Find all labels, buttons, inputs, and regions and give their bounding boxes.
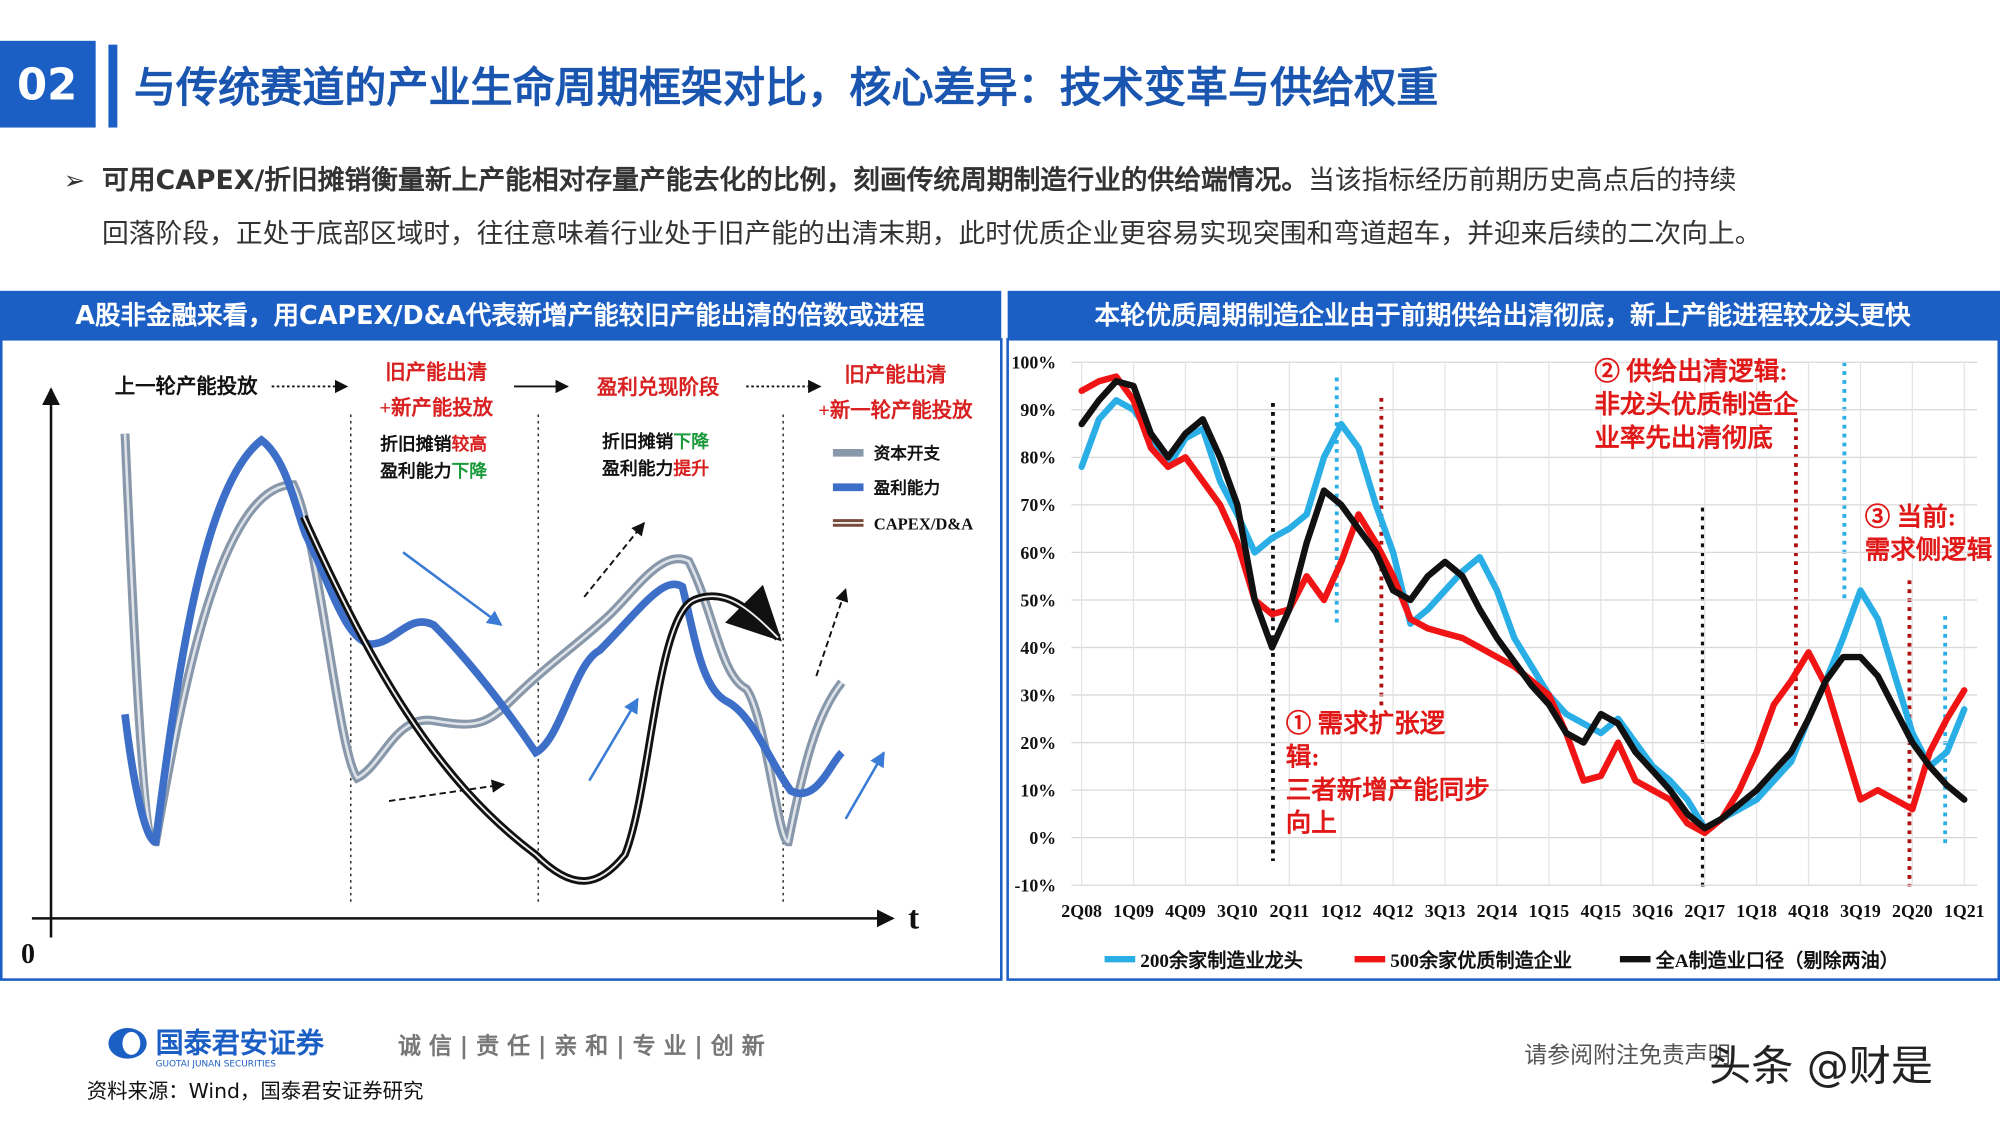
x-tick-label: 2Q20: [1892, 901, 1933, 921]
bullet-line: 可用CAPEX/折旧摊销衡量新上产能相对存量产能去化的比例，刻画传统周期制造行业…: [102, 164, 1736, 196]
right-chart: -10% 0% 10% 20% 30% 40% 50% 60% 70% 80% 90% 100% 2Q0…: [1012, 353, 1993, 972]
note: 折旧摊销较高: [380, 433, 487, 454]
source: 资料来源：Wind，国泰君安证券研究: [87, 1079, 424, 1103]
x-tick-label: 3Q19: [1840, 901, 1881, 921]
y-tick-label: 80%: [1020, 448, 1056, 468]
stage-label: 盈利兑现阶段: [596, 375, 720, 399]
disclaimer: 请参阅附注免责声明: [1524, 1043, 1730, 1069]
x-tick-label: 1Q21: [1944, 901, 1985, 921]
stage-label: 上一轮产能投放: [115, 374, 258, 398]
x-tick-label: 1Q09: [1113, 901, 1154, 921]
panel-header: [0, 290, 1002, 340]
y-tick-label: 30%: [1020, 685, 1056, 705]
note-text: 下降: [673, 431, 709, 452]
note: 盈利能力下降: [379, 460, 487, 481]
legend-label: 200余家制造业龙头: [1140, 949, 1303, 972]
y-tick-label: 0%: [1029, 828, 1056, 848]
y-tick-label: 90%: [1020, 400, 1056, 420]
annotation: ③ 当前:: [1865, 503, 1956, 532]
x-tick-label: 4Q12: [1373, 901, 1414, 921]
note-text: 提升: [673, 458, 709, 478]
y-tick-label: 50%: [1020, 590, 1056, 610]
x-tick-label: 3Q13: [1425, 901, 1466, 921]
y-tick-label: 60%: [1020, 543, 1056, 563]
axis-origin: 0: [21, 939, 35, 970]
stage-label: 旧产能出清: [844, 362, 946, 386]
y-tick-label: 10%: [1020, 780, 1056, 800]
note: 折旧摊销下降: [602, 431, 709, 452]
company-name-en: GUOTAI JUNAN SECURITIES: [156, 1059, 277, 1069]
annotation: 非龙头优质制造企: [1594, 390, 1799, 419]
x-tick-label: 2Q14: [1477, 901, 1518, 921]
x-tick-label: 4Q15: [1581, 901, 1622, 921]
panel-title: A股非金融来看，用CAPEX/D&A代表新增产能较旧产能出清的倍数或进程: [75, 301, 924, 331]
section-number: 02: [17, 60, 77, 110]
series-line: [1078, 378, 1968, 832]
note-text: 盈利能力: [601, 457, 673, 478]
bullet-line: 回落阶段，正处于底部区域时，往往意味着行业处于旧产能的出清末期，此时优质企业更容…: [102, 218, 1761, 249]
y-tick-label: 40%: [1020, 638, 1056, 658]
logo-icon: [122, 1031, 141, 1055]
y-tick-label: 20%: [1020, 733, 1056, 753]
legend-label: 500余家优质制造企业: [1390, 949, 1572, 972]
y-tick-label: 100%: [1012, 353, 1057, 373]
annotation: 业率先出清彻底: [1594, 423, 1773, 452]
note: 盈利能力提升: [601, 457, 709, 478]
x-tick-label: 2Q08: [1061, 901, 1102, 921]
x-tick-label: 4Q18: [1788, 901, 1829, 921]
bullet-bold: 可用CAPEX/折旧摊销衡量新上产能相对存量产能去化的比例，刻画传统周期制造行业…: [102, 164, 1308, 196]
bullet-mark: ➢: [64, 166, 85, 196]
series-line: [1078, 397, 1968, 832]
x-tick-label: 4Q09: [1165, 901, 1206, 921]
bullet-text: 当该指标经历前期历史高点后的持续: [1308, 165, 1736, 196]
annotation: 辑:: [1286, 742, 1320, 771]
annotation: 向上: [1286, 809, 1337, 838]
slide-title: 与传统赛道的产业生命周期框架对比，核心差异：技术变革与供给权重: [134, 63, 1438, 112]
note-text: 折旧摊销: [380, 433, 452, 454]
header-bar: [108, 44, 118, 128]
legend-label: 盈利能力: [873, 478, 940, 498]
annotation: 需求侧逻辑: [1865, 536, 1993, 565]
note-text: 盈利能力: [379, 460, 451, 481]
x-tick-label: 1Q18: [1736, 901, 1777, 921]
annotation: ① 需求扩张逻: [1286, 709, 1446, 738]
watermark: 头条 @财是: [1709, 1041, 1933, 1090]
note-text: 较高: [451, 433, 487, 454]
x-tick-label: 1Q12: [1321, 901, 1362, 921]
stage-label: +新产能投放: [379, 396, 493, 420]
schematic: [31, 379, 895, 938]
y-tick-label: 70%: [1020, 495, 1056, 515]
annotation: 三者新增产能同步: [1286, 775, 1490, 804]
annotation: ② 供给出清逻辑:: [1594, 357, 1787, 386]
panel-title: 本轮优质周期制造企业由于前期供给出清彻底，新上产能进程较龙头更快: [1095, 301, 1912, 331]
legend-label: 资本开支: [874, 443, 941, 463]
stage-label: +新一轮产能投放: [818, 398, 973, 422]
x-tick-label: 1Q15: [1529, 901, 1570, 921]
x-tick-label: 3Q10: [1217, 901, 1258, 921]
note-text: 折旧摊销: [602, 431, 674, 452]
x-tick-label: 2Q17: [1684, 901, 1725, 921]
panel-header: [1007, 290, 2000, 340]
x-tick-label: 3Q16: [1632, 901, 1673, 921]
stage-label: 旧产能出清: [385, 360, 487, 384]
legend-label: CAPEX/D&A: [874, 514, 973, 533]
section-box: [0, 40, 96, 128]
panel-border: [1006, 338, 2000, 981]
legend-label: 全A制造业口径（剔除两油）: [1655, 949, 1899, 972]
note-text: 下降: [451, 460, 487, 481]
axis-label: t: [908, 900, 919, 937]
company-name: 国泰君安证券: [156, 1026, 325, 1059]
schematic-labels: 上一轮产能投放 旧产能出清 +新产能投放 盈利兑现阶段 旧产能出清 +新一轮产能…: [21, 360, 973, 970]
y-tick-label: -10%: [1014, 876, 1056, 896]
x-tick-label: 2Q11: [1269, 901, 1309, 921]
panel-border: [0, 338, 1003, 981]
slogan: 诚 信 | 责 任 | 亲 和 | 专 业 | 创 新: [398, 1033, 765, 1060]
